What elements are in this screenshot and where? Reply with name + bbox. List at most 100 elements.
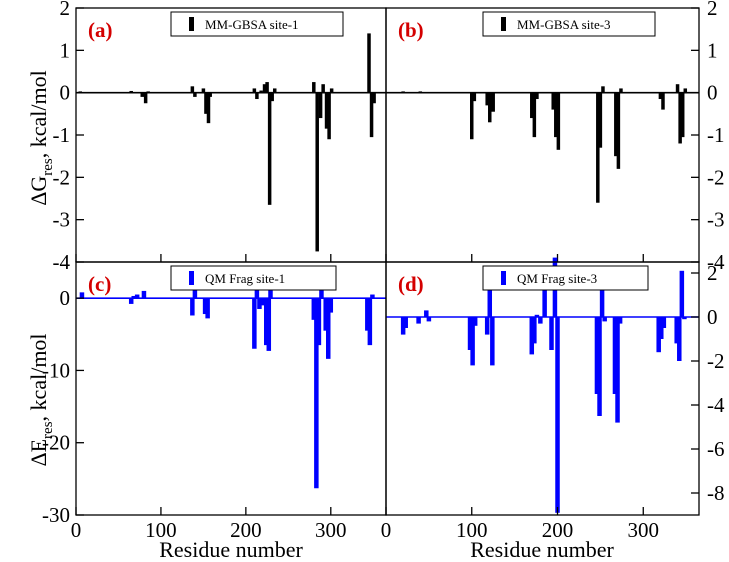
bar bbox=[201, 88, 206, 93]
panel-letter: (c) bbox=[88, 272, 111, 296]
bar bbox=[491, 92, 495, 112]
bar bbox=[554, 92, 558, 138]
panel-letter: (b) bbox=[398, 18, 424, 42]
legend-label: QM Frag site-3 bbox=[517, 271, 597, 286]
bar bbox=[272, 88, 277, 93]
y-tick-label: -4 bbox=[707, 250, 725, 274]
y-tick-label: -1 bbox=[53, 123, 71, 147]
y-tick-label: 2 bbox=[60, 0, 71, 20]
bar bbox=[535, 92, 539, 100]
y-tick-label: -4 bbox=[53, 250, 71, 274]
bar bbox=[472, 317, 478, 326]
bar bbox=[599, 275, 605, 317]
bar bbox=[267, 92, 272, 205]
bar bbox=[141, 290, 147, 299]
y-tick-label: 1 bbox=[60, 38, 71, 62]
bar bbox=[193, 92, 197, 97]
x-tick-label: 200 bbox=[230, 518, 262, 542]
bar bbox=[679, 270, 685, 317]
legend-box bbox=[482, 11, 656, 37]
bar bbox=[143, 92, 148, 104]
bar bbox=[467, 317, 473, 350]
bar bbox=[327, 92, 331, 140]
labels-layer: ΔGres, kcal/mol ΔEres, kcal/mol Residue … bbox=[26, 70, 614, 562]
bar bbox=[661, 92, 665, 110]
bar bbox=[257, 298, 262, 309]
legend-box bbox=[482, 265, 649, 291]
bar bbox=[365, 298, 370, 331]
x-tick-label: 0 bbox=[381, 518, 392, 542]
bar bbox=[252, 298, 257, 349]
bar bbox=[262, 84, 267, 93]
legend-swatch bbox=[189, 271, 194, 285]
bar bbox=[259, 90, 263, 93]
bar bbox=[205, 298, 210, 319]
y-tick-label: -1 bbox=[707, 123, 725, 147]
bar bbox=[190, 86, 195, 93]
bar bbox=[403, 317, 408, 328]
bar bbox=[367, 33, 371, 93]
y-axis-label-bottom: ΔEres, kcal/mol bbox=[26, 333, 56, 466]
bar bbox=[534, 314, 540, 317]
bar bbox=[426, 317, 432, 322]
bar bbox=[424, 310, 429, 317]
x-tick-label: 300 bbox=[628, 518, 660, 542]
legend-box bbox=[170, 11, 344, 37]
y-tick-label: -2 bbox=[707, 349, 725, 373]
bar bbox=[602, 317, 607, 322]
legend-label: MM-GBSA site-3 bbox=[517, 17, 611, 32]
bar bbox=[268, 283, 273, 299]
bar bbox=[416, 317, 421, 324]
bar bbox=[319, 289, 324, 299]
bar bbox=[311, 298, 317, 320]
bar bbox=[264, 298, 269, 346]
bar bbox=[316, 298, 322, 346]
legend-swatch bbox=[189, 17, 194, 31]
y-tick-label: 0 bbox=[60, 81, 71, 105]
bar bbox=[255, 92, 259, 100]
bar bbox=[202, 298, 208, 315]
legend-box bbox=[170, 265, 337, 291]
y-tick-label: -3 bbox=[707, 208, 725, 232]
bar bbox=[678, 92, 682, 144]
panel-b: -4 -3 -2 -1 0 1 2 (b) MM-GBSA site-3 bbox=[385, 0, 725, 274]
bar bbox=[204, 92, 208, 114]
bar bbox=[206, 92, 211, 124]
bar bbox=[418, 91, 423, 93]
bar bbox=[252, 88, 257, 93]
bar bbox=[323, 298, 328, 331]
x-tick-label: 100 bbox=[456, 518, 488, 542]
bar bbox=[128, 298, 134, 304]
bar bbox=[140, 92, 144, 97]
bar bbox=[369, 92, 374, 138]
bar bbox=[529, 317, 535, 355]
bar bbox=[79, 292, 85, 299]
bar bbox=[324, 92, 329, 129]
bar bbox=[555, 317, 560, 513]
x-tick-label: 0 bbox=[71, 518, 82, 542]
y-tick-label: -10 bbox=[42, 358, 70, 382]
bar bbox=[532, 317, 537, 344]
bar bbox=[675, 84, 680, 93]
bar bbox=[484, 317, 490, 335]
bar bbox=[315, 92, 319, 252]
legend-label: QM Frag site-1 bbox=[205, 271, 285, 286]
x-tick-label: 200 bbox=[542, 518, 574, 542]
y-tick-label: -3 bbox=[53, 208, 71, 232]
bar bbox=[146, 91, 150, 93]
bar bbox=[131, 295, 136, 299]
bar bbox=[401, 91, 405, 93]
bar bbox=[134, 294, 140, 299]
y-label-top-symbol: ΔG bbox=[26, 176, 51, 206]
bar bbox=[659, 317, 664, 339]
bar bbox=[612, 317, 618, 394]
y-tick-label: 2 bbox=[707, 0, 718, 20]
y-tick-label: -8 bbox=[707, 481, 725, 505]
bar bbox=[532, 92, 537, 138]
bar bbox=[270, 92, 274, 102]
bar bbox=[312, 82, 316, 93]
bar bbox=[326, 298, 331, 359]
panel-letter: (a) bbox=[88, 18, 113, 42]
